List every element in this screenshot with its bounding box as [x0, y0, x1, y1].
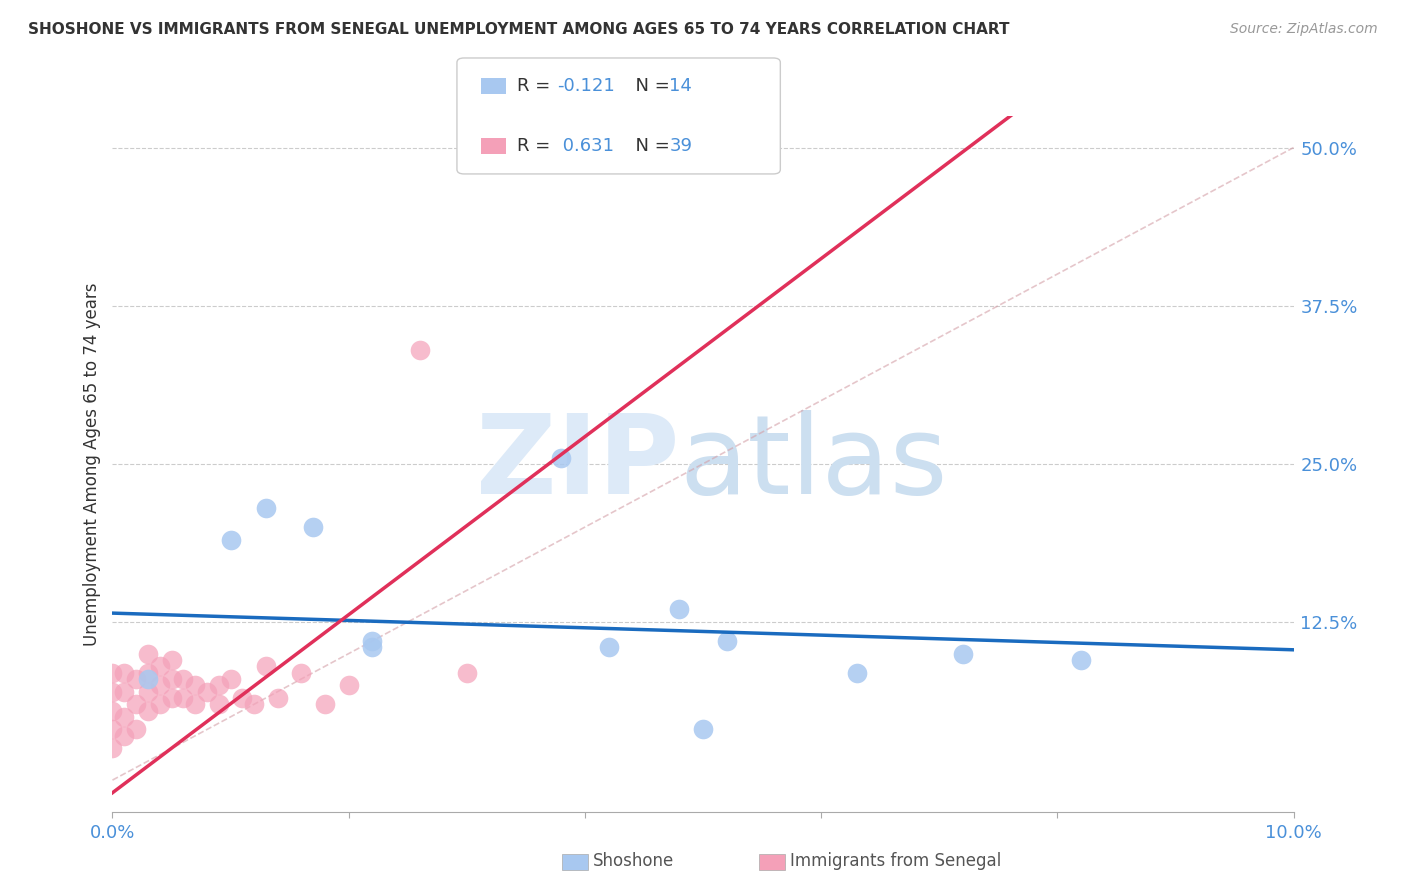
Text: atlas: atlas — [679, 410, 948, 517]
Point — [692, 723, 714, 737]
Point — [290, 665, 312, 680]
Point — [219, 533, 242, 547]
Text: 39: 39 — [669, 137, 692, 155]
Point — [456, 665, 478, 680]
Point — [160, 672, 183, 686]
Point — [254, 501, 277, 516]
Point — [208, 697, 231, 711]
Point — [101, 704, 124, 718]
Point — [136, 672, 159, 686]
Point — [302, 520, 325, 534]
Point — [149, 697, 172, 711]
Point — [195, 684, 218, 698]
Text: Shoshone: Shoshone — [593, 852, 675, 870]
Point — [125, 723, 148, 737]
Point — [172, 690, 194, 705]
Point — [845, 665, 868, 680]
Text: Immigrants from Senegal: Immigrants from Senegal — [790, 852, 1001, 870]
Point — [598, 640, 620, 655]
Point — [184, 697, 207, 711]
Point — [337, 678, 360, 692]
Point — [101, 741, 124, 756]
Point — [361, 634, 384, 648]
Text: SHOSHONE VS IMMIGRANTS FROM SENEGAL UNEMPLOYMENT AMONG AGES 65 TO 74 YEARS CORRE: SHOSHONE VS IMMIGRANTS FROM SENEGAL UNEM… — [28, 22, 1010, 37]
Point — [668, 602, 690, 616]
Point — [254, 659, 277, 673]
Point — [243, 697, 266, 711]
Point — [716, 634, 738, 648]
Point — [1070, 653, 1092, 667]
Text: R =: R = — [517, 77, 557, 95]
Text: ZIP: ZIP — [477, 410, 679, 517]
Point — [172, 672, 194, 686]
Text: N =: N = — [624, 77, 676, 95]
Point — [125, 672, 148, 686]
Point — [101, 723, 124, 737]
Point — [219, 672, 242, 686]
Point — [136, 647, 159, 661]
Point — [112, 710, 135, 724]
Point — [267, 690, 290, 705]
Point — [101, 684, 124, 698]
Point — [112, 729, 135, 743]
Point — [101, 665, 124, 680]
Point — [136, 704, 159, 718]
Y-axis label: Unemployment Among Ages 65 to 74 years: Unemployment Among Ages 65 to 74 years — [83, 282, 101, 646]
Point — [231, 690, 253, 705]
Point — [160, 690, 183, 705]
Text: R =: R = — [517, 137, 557, 155]
Point — [112, 665, 135, 680]
Text: Source: ZipAtlas.com: Source: ZipAtlas.com — [1230, 22, 1378, 37]
Text: 0.631: 0.631 — [557, 137, 614, 155]
Point — [125, 697, 148, 711]
Point — [408, 343, 430, 357]
Point — [136, 684, 159, 698]
Point — [184, 678, 207, 692]
Point — [952, 647, 974, 661]
Point — [112, 684, 135, 698]
Text: -0.121: -0.121 — [557, 77, 614, 95]
Point — [550, 450, 572, 465]
Point — [149, 659, 172, 673]
Text: N =: N = — [624, 137, 676, 155]
Point — [149, 678, 172, 692]
Point — [361, 640, 384, 655]
Text: 14: 14 — [669, 77, 692, 95]
Point — [136, 665, 159, 680]
Point — [160, 653, 183, 667]
Point — [314, 697, 336, 711]
Point — [208, 678, 231, 692]
